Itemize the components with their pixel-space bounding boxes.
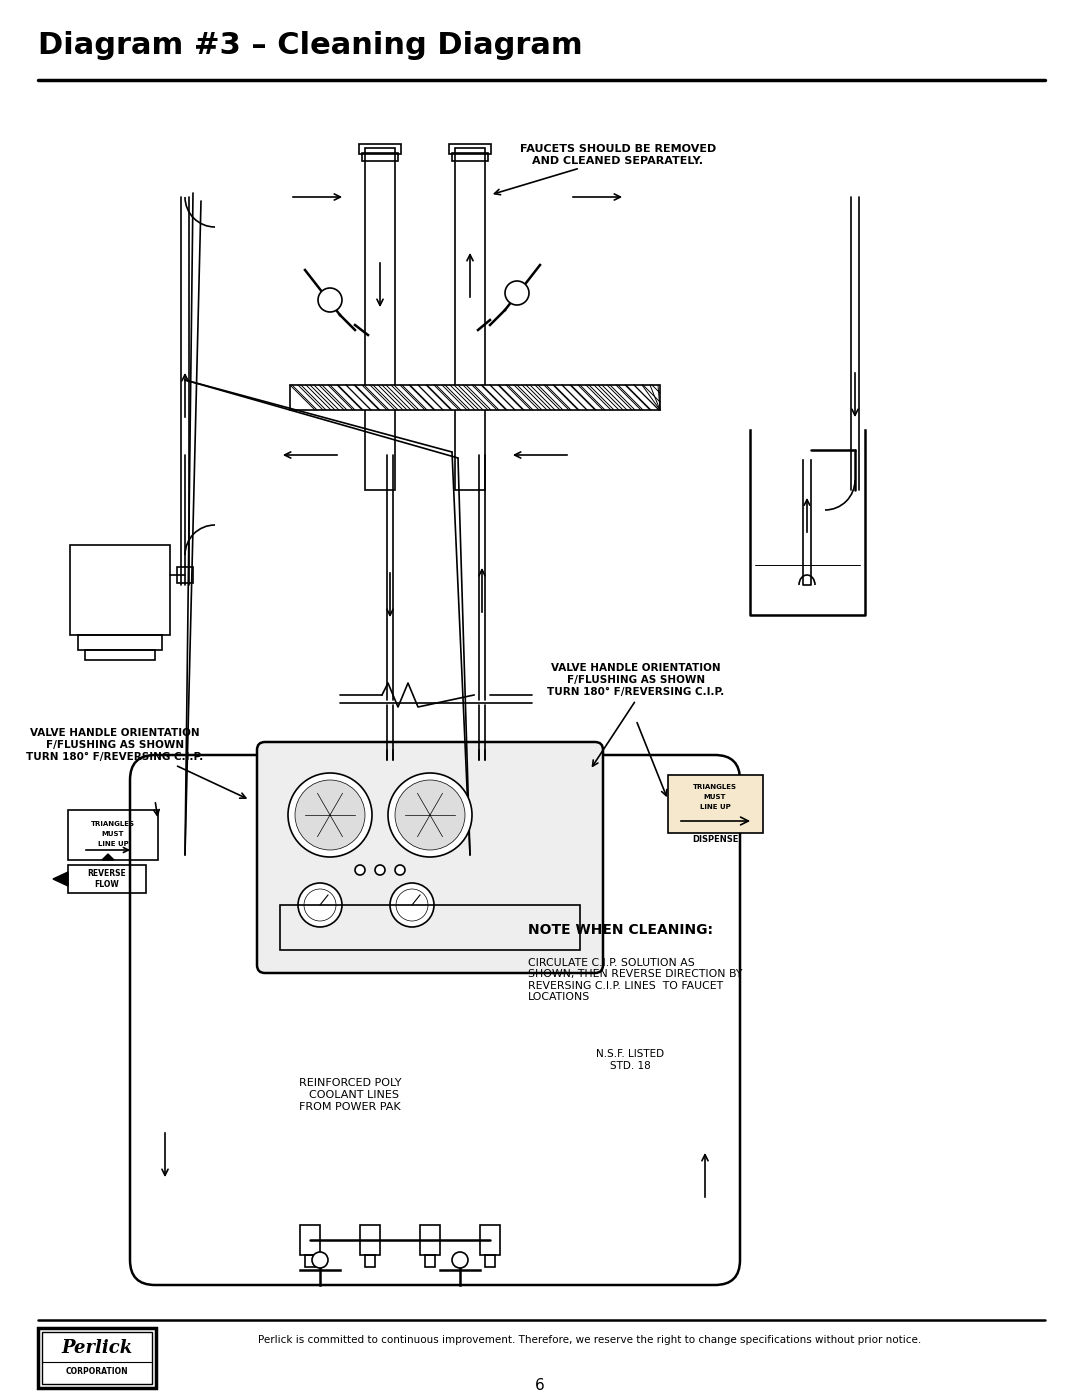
- Text: TRIANGLES: TRIANGLES: [91, 821, 135, 827]
- Text: Perlick is committed to continuous improvement. Therefore, we reserve the right : Perlick is committed to continuous impro…: [258, 1336, 921, 1345]
- Circle shape: [355, 865, 365, 875]
- Text: DISPENSE: DISPENSE: [692, 835, 739, 845]
- Bar: [177, 567, 193, 583]
- Text: 6: 6: [535, 1377, 545, 1393]
- Bar: [359, 144, 401, 154]
- FancyBboxPatch shape: [257, 742, 603, 972]
- Bar: [70, 545, 170, 636]
- Bar: [426, 1255, 435, 1267]
- Circle shape: [388, 773, 472, 856]
- Bar: [669, 775, 762, 833]
- Text: CORPORATION: CORPORATION: [66, 1368, 129, 1376]
- Text: TRIANGLES: TRIANGLES: [693, 784, 737, 789]
- Bar: [362, 154, 399, 161]
- Text: MUST: MUST: [102, 831, 124, 837]
- Bar: [360, 1225, 380, 1255]
- Bar: [480, 1225, 500, 1255]
- Circle shape: [295, 780, 365, 849]
- Text: Diagram #3 – Cleaning Diagram: Diagram #3 – Cleaning Diagram: [38, 31, 582, 60]
- Circle shape: [318, 288, 342, 312]
- Circle shape: [303, 888, 336, 921]
- Text: REVERSE
FLOW: REVERSE FLOW: [87, 869, 126, 888]
- Circle shape: [395, 780, 465, 849]
- Text: REINFORCED POLY
  COOLANT LINES
FROM POWER PAK: REINFORCED POLY COOLANT LINES FROM POWER…: [299, 1078, 402, 1112]
- Bar: [68, 810, 158, 861]
- Bar: [455, 148, 485, 490]
- Text: LINE UP: LINE UP: [97, 841, 129, 847]
- Bar: [38, 1329, 156, 1389]
- Bar: [449, 144, 491, 154]
- Polygon shape: [102, 854, 114, 861]
- Circle shape: [505, 281, 529, 305]
- Text: N.S.F. LISTED
STD. 18: N.S.F. LISTED STD. 18: [596, 1049, 664, 1070]
- Circle shape: [298, 883, 342, 928]
- Bar: [485, 1255, 495, 1267]
- Circle shape: [288, 773, 372, 856]
- Bar: [78, 636, 162, 650]
- Text: MUST: MUST: [704, 793, 726, 800]
- Text: NOTE WHEN CLEANING:: NOTE WHEN CLEANING:: [528, 923, 713, 937]
- Circle shape: [375, 865, 384, 875]
- Circle shape: [453, 1252, 468, 1268]
- Text: FAUCETS SHOULD BE REMOVED
AND CLEANED SEPARATELY.: FAUCETS SHOULD BE REMOVED AND CLEANED SE…: [519, 144, 716, 166]
- Text: VALVE HANDLE ORIENTATION
F/FLUSHING AS SHOWN
TURN 180° F/REVERSING C.I.P.: VALVE HANDLE ORIENTATION F/FLUSHING AS S…: [548, 664, 725, 697]
- Bar: [420, 1225, 440, 1255]
- Bar: [42, 1331, 152, 1384]
- Text: VALVE HANDLE ORIENTATION
F/FLUSHING AS SHOWN
TURN 180° F/REVERSING C.I.P.: VALVE HANDLE ORIENTATION F/FLUSHING AS S…: [26, 728, 204, 761]
- Bar: [305, 1255, 315, 1267]
- Circle shape: [395, 865, 405, 875]
- Polygon shape: [53, 872, 68, 886]
- Bar: [85, 650, 156, 659]
- Bar: [453, 154, 488, 161]
- Text: Perlick: Perlick: [62, 1338, 133, 1356]
- Bar: [291, 386, 660, 409]
- Bar: [280, 905, 580, 950]
- Bar: [300, 1225, 320, 1255]
- Text: CIRCULATE C.I.P. SOLUTION AS
SHOWN, THEN REVERSE DIRECTION BY
REVERSING C.I.P. L: CIRCULATE C.I.P. SOLUTION AS SHOWN, THEN…: [528, 957, 742, 1003]
- Bar: [365, 1255, 375, 1267]
- Circle shape: [390, 883, 434, 928]
- Bar: [68, 865, 146, 893]
- Circle shape: [312, 1252, 328, 1268]
- Circle shape: [396, 888, 428, 921]
- Bar: [365, 148, 395, 490]
- Text: LINE UP: LINE UP: [700, 805, 730, 810]
